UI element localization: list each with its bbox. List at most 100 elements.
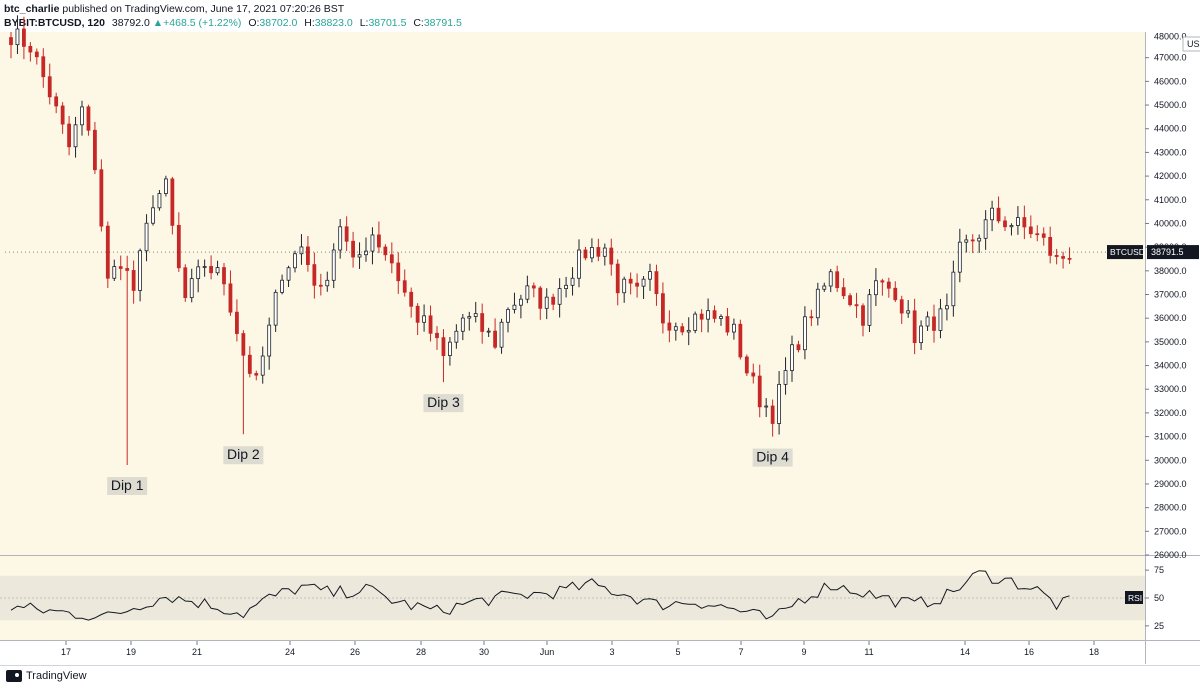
candle-body	[886, 281, 891, 289]
candle-body	[919, 325, 923, 344]
candle-body	[86, 106, 91, 131]
time-axis-label: 9	[801, 647, 806, 657]
candle-body	[848, 295, 852, 306]
open-value: 38702.0	[259, 17, 298, 29]
price-axis-label: 46000.0	[1154, 76, 1187, 86]
candle-body	[712, 310, 717, 319]
time-axis-label: 14	[960, 647, 970, 657]
candle-body	[861, 305, 865, 326]
close-value: 38791.5	[423, 17, 462, 29]
candle-body	[151, 207, 155, 224]
price-axis-label: 37000.0	[1154, 290, 1187, 300]
time-axis-label: 19	[126, 647, 136, 657]
rsi-tag: RSI	[1128, 593, 1142, 603]
rsi-axis-label: 25	[1154, 621, 1164, 631]
candle-body	[874, 280, 878, 296]
price-axis-label: 29000.0	[1154, 479, 1187, 489]
publisher-name[interactable]: btc_charlie	[4, 3, 60, 15]
candle-body	[596, 247, 601, 257]
high-label: H:	[304, 17, 315, 29]
candle-body	[389, 254, 394, 264]
candle-body	[764, 405, 769, 408]
candle-body	[1054, 254, 1059, 257]
candle-body	[783, 370, 788, 385]
candle-body	[441, 337, 446, 356]
time-axis-label: 21	[192, 647, 202, 657]
candle-body	[796, 344, 801, 351]
price-axis-label: 31000.0	[1154, 432, 1187, 442]
candle-body	[467, 316, 472, 319]
candle-body	[1048, 236, 1053, 256]
low-label: L:	[359, 17, 369, 29]
candle-body	[402, 280, 407, 293]
symbol-tag: BTCUSD	[1110, 247, 1145, 257]
candle-body	[815, 288, 820, 319]
candle-body	[202, 266, 207, 268]
candle-body	[564, 284, 568, 289]
time-axis-label: 7	[738, 647, 743, 657]
candle-body	[719, 316, 723, 319]
candle-body	[196, 266, 201, 280]
time-axis-label: 3	[609, 647, 614, 657]
candle-body	[241, 333, 246, 356]
price-axis-label: 42000.0	[1154, 171, 1187, 181]
chart-header: btc_charlie published on TradingView.com…	[0, 0, 1200, 32]
candle-body	[1022, 217, 1027, 228]
candle-body	[260, 355, 265, 376]
candle-body	[396, 262, 401, 282]
candle-body	[370, 234, 375, 252]
candle-body	[54, 96, 59, 107]
candle-body	[977, 237, 982, 242]
candle-body	[105, 225, 110, 279]
candle-body	[615, 263, 620, 294]
candle-body	[996, 207, 1001, 222]
candle-body	[499, 321, 504, 348]
candle-body	[67, 123, 71, 148]
candle-body	[222, 267, 226, 285]
candle-body	[990, 207, 994, 221]
price-axis-label-top: 48000.0	[1154, 31, 1187, 41]
candle-body	[699, 313, 704, 320]
candle-body	[938, 308, 943, 331]
candle-body	[435, 332, 439, 339]
price-axis-label: 34000.0	[1154, 361, 1187, 371]
symbol-label[interactable]: BYBIT:BTCUSD, 120	[4, 17, 105, 29]
candle-body	[725, 316, 730, 333]
candle-body	[945, 305, 949, 310]
candle-body	[47, 76, 52, 98]
candle-body	[493, 330, 497, 348]
candle-body	[822, 285, 827, 290]
price-chart[interactable]: 26000.0 27000.0 28000.0 29000.0 30000.0 31000…	[0, 0, 1200, 665]
close-label: C:	[413, 17, 424, 29]
rsi-tag-box	[1125, 591, 1143, 604]
candle-body	[99, 169, 104, 227]
candle-body	[751, 372, 756, 377]
candle-body	[686, 329, 691, 333]
ohlc-legend: BYBIT:BTCUSD, 120 38792.0 ▲+468.5 (+1.22…	[4, 17, 462, 29]
candle-body	[473, 313, 478, 317]
candle-body	[590, 247, 594, 259]
candle-body	[486, 330, 491, 333]
candle-body	[1028, 226, 1033, 235]
candle-body	[22, 28, 26, 47]
candle-body	[1003, 220, 1007, 228]
price-axis-label: 45000.0	[1154, 100, 1187, 110]
dip-label: Dip 2	[227, 446, 260, 462]
last-price-value: 38791.5	[1151, 247, 1184, 257]
publish-info: btc_charlie published on TradingView.com…	[4, 3, 344, 15]
dip-label-box	[423, 394, 464, 413]
tradingview-logo[interactable]: TradingView	[6, 670, 87, 682]
candle-body	[9, 37, 13, 46]
time-axis-label: 17	[61, 647, 71, 657]
candle-body	[80, 106, 84, 126]
candle-body	[299, 246, 304, 255]
candle-body	[228, 283, 233, 313]
price-axis-label: 30000.0	[1154, 455, 1187, 465]
candle-body	[415, 305, 420, 323]
candle-body	[770, 405, 775, 424]
candle-body	[93, 129, 97, 171]
candle-body	[409, 291, 414, 307]
time-axis-label: 24	[285, 647, 295, 657]
open-label: O:	[248, 17, 260, 29]
candle-body	[602, 247, 607, 257]
